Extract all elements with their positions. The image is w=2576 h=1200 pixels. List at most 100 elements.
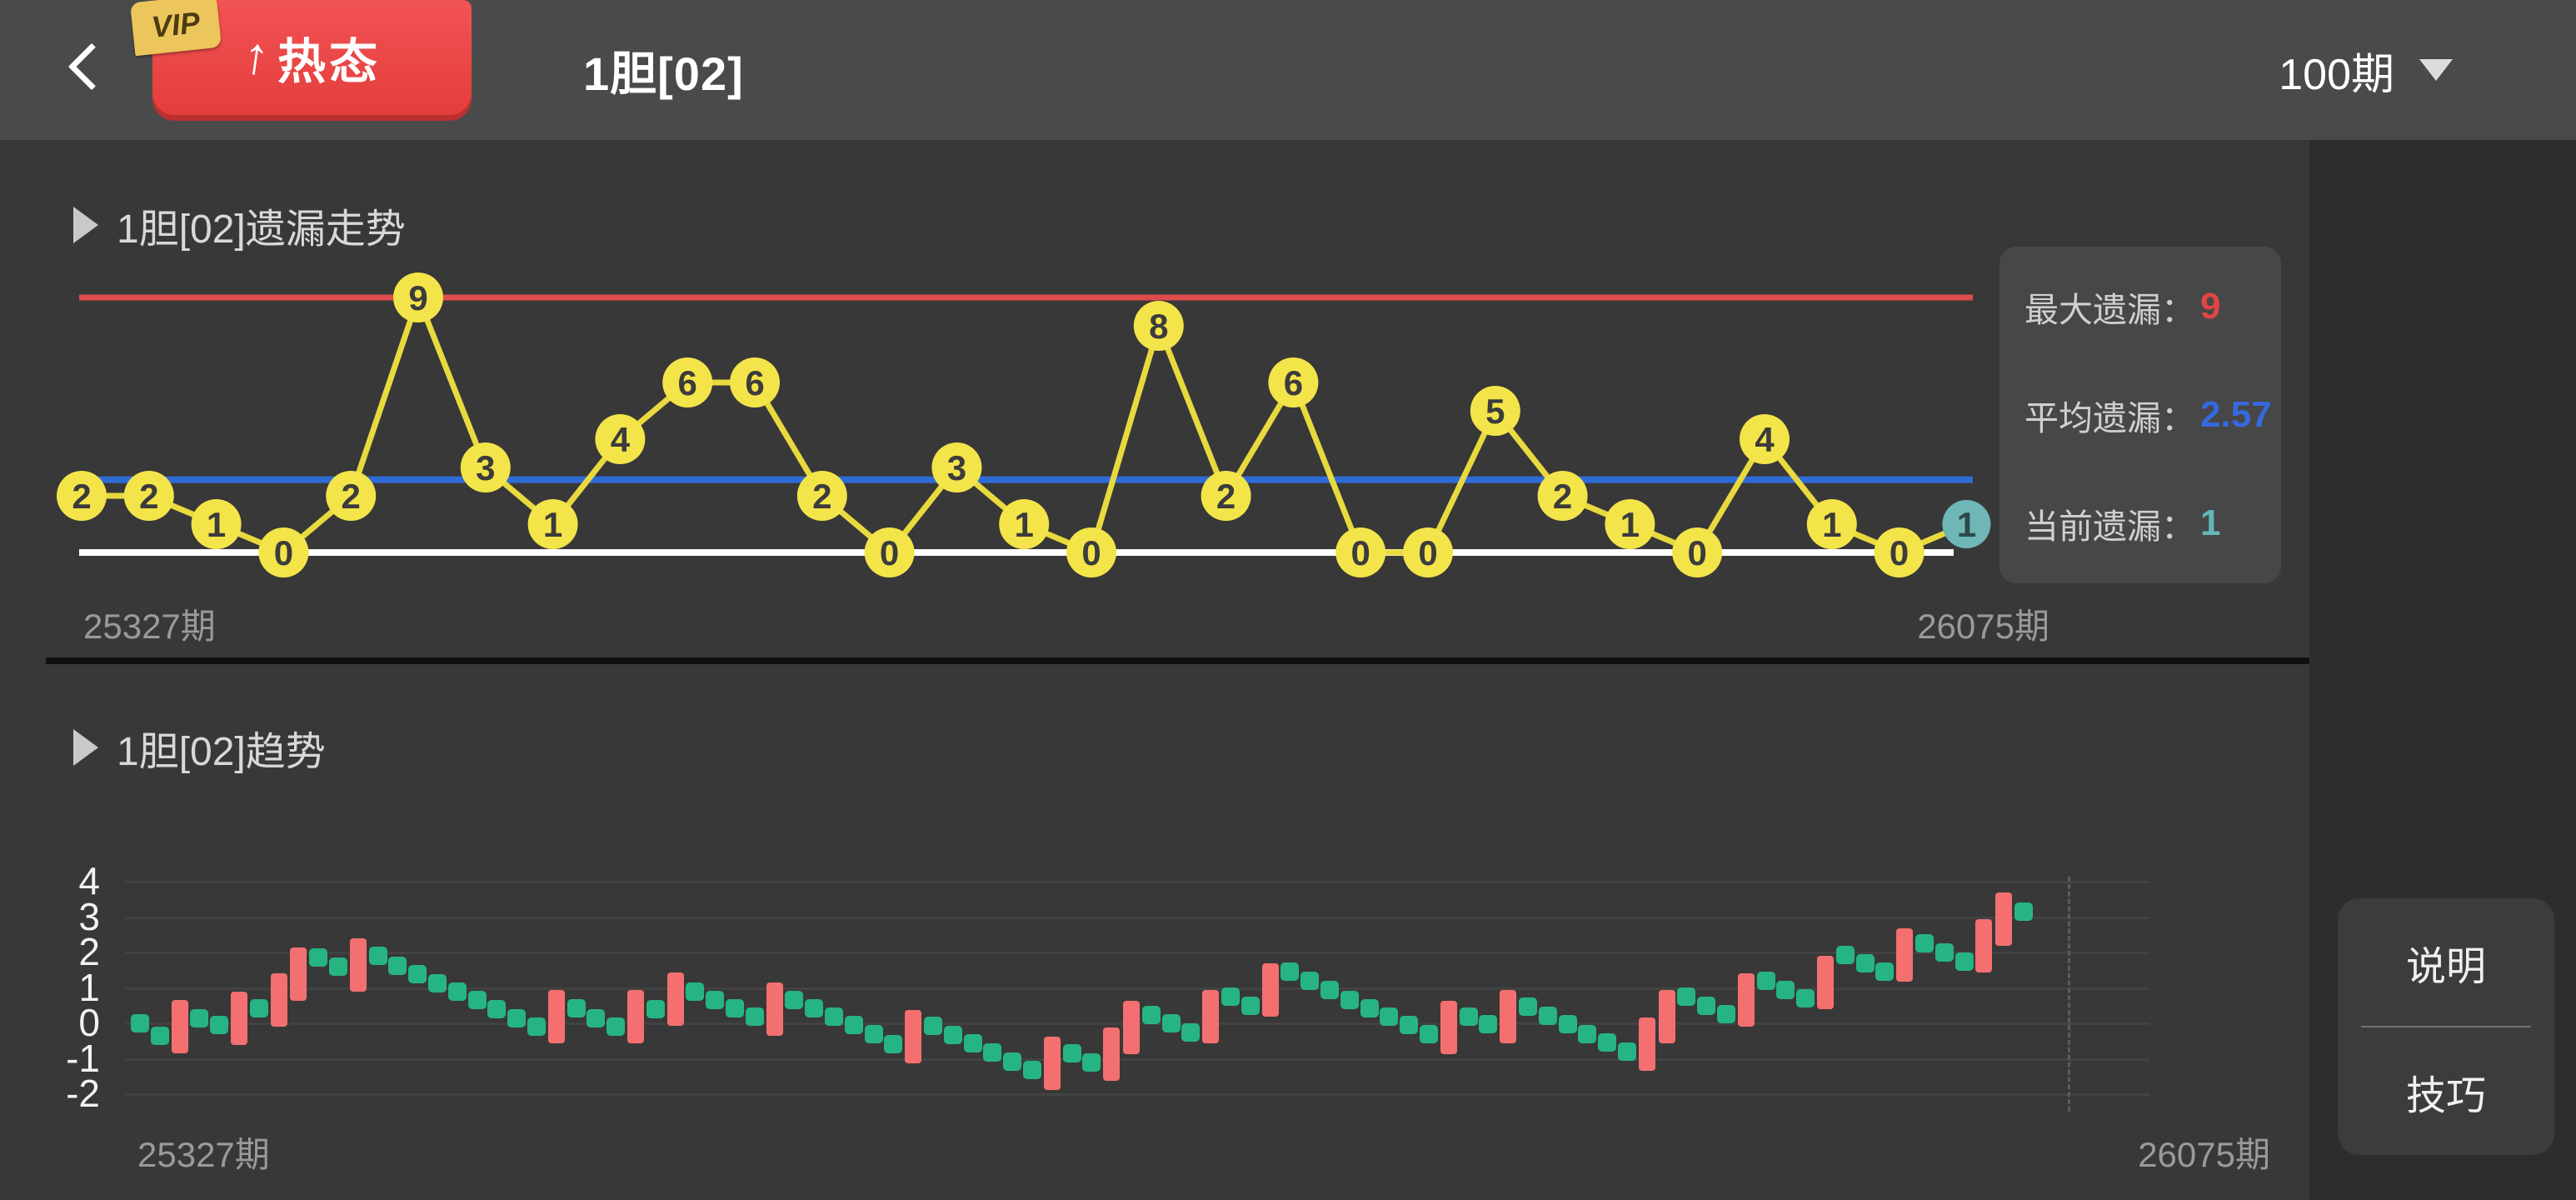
y-tick-label: 2	[78, 930, 100, 973]
trend-dot	[527, 1018, 546, 1037]
y-tick-label: -1	[66, 1036, 100, 1080]
omission-section-header[interactable]: 1胆[02]遗漏走势	[73, 196, 406, 254]
trend-dot	[487, 1000, 507, 1018]
trend-bar	[905, 1010, 922, 1064]
trend-x-start-label: 25327期	[137, 1135, 270, 1174]
gridline	[125, 881, 2149, 883]
gridline	[125, 987, 2149, 990]
trend-dot	[1618, 1042, 1636, 1061]
trend-dot	[1538, 1006, 1557, 1025]
trend-bar	[1975, 918, 1993, 972]
trend-dot	[745, 1007, 764, 1026]
trend-dot	[1796, 989, 1815, 1008]
stat-value: 2.57	[2200, 394, 2272, 435]
trend-bar	[1658, 990, 1675, 1044]
trend-dot	[507, 1008, 527, 1028]
trend-bar	[1103, 1028, 1121, 1082]
trend-dot	[210, 1016, 229, 1035]
trend-bar	[1638, 1017, 1655, 1071]
trend-dot	[726, 999, 744, 1018]
trend-dot	[1677, 988, 1696, 1007]
trend-dot	[1360, 998, 1379, 1018]
trend-dot	[1161, 1014, 1181, 1032]
trend-dot	[1934, 943, 1954, 962]
trend-dot	[924, 1017, 942, 1036]
trend-dot	[805, 999, 824, 1018]
trend-dot	[825, 1007, 843, 1026]
trend-dot	[1697, 996, 1716, 1015]
trend-dot	[368, 947, 387, 966]
trend-dot	[864, 1024, 883, 1043]
page-title: 1胆[02]	[583, 47, 744, 100]
trend-dot	[447, 982, 467, 1001]
gridline	[125, 1093, 2149, 1096]
trend-dot	[1835, 945, 1855, 964]
trend-dot	[567, 998, 586, 1018]
trend-dot	[587, 1008, 606, 1028]
trend-bar	[1737, 973, 1755, 1028]
trend-dot	[1221, 988, 1240, 1007]
period-selector-label: 100期	[2279, 50, 2394, 99]
vip-tag-label: VIP	[149, 5, 202, 44]
trend-dot	[1320, 980, 1339, 999]
trend-bar	[627, 990, 644, 1044]
trend-dot	[1598, 1033, 1617, 1052]
trend-section-header[interactable]: 1胆[02]趋势	[73, 718, 326, 777]
trend-bar	[1440, 1001, 1457, 1055]
trend-dot	[1340, 991, 1359, 1010]
y-tick-label: 0	[78, 1001, 100, 1044]
hot-state-badge[interactable]: VIP ↑ 热态	[129, 0, 472, 115]
period-selector[interactable]: 100期	[2279, 0, 2453, 140]
stat-label: 当前遗漏：	[2024, 508, 2195, 546]
trend-dot	[1875, 962, 1895, 982]
trend-bar	[666, 972, 684, 1027]
trend-bar	[1500, 990, 1517, 1044]
trend-dot	[309, 948, 328, 968]
trend-dot	[1281, 962, 1300, 982]
y-tick-label: 1	[78, 965, 100, 1009]
trend-bar	[1043, 1036, 1061, 1090]
trend-dot	[1756, 972, 1775, 990]
trend-bar	[231, 991, 247, 1045]
trend-dot	[983, 1042, 1002, 1062]
triangle-right-icon	[73, 729, 98, 766]
trend-dot	[388, 957, 407, 976]
trend-dot	[1717, 1005, 1735, 1024]
trend-dot	[1558, 1014, 1577, 1033]
trend-dot	[844, 1016, 863, 1035]
current-period-cursor	[2068, 877, 2070, 1112]
trend-dot	[1578, 1024, 1597, 1043]
trend-bar	[270, 973, 287, 1028]
trend-dot	[1141, 1006, 1161, 1025]
trend-header-text: 1胆[02]趋势	[117, 730, 326, 774]
back-button[interactable]	[60, 35, 118, 105]
trend-bar	[290, 947, 307, 1001]
tips-button[interactable]: 技巧	[2361, 1026, 2531, 1155]
trend-dot	[329, 958, 347, 976]
y-tick-label: -2	[66, 1072, 100, 1115]
stat-value: 9	[2200, 286, 2221, 327]
trend-dot	[1954, 952, 1974, 971]
gridline	[125, 916, 2149, 919]
trend-bar	[349, 938, 367, 992]
trend-dot	[428, 974, 447, 993]
trend-dot	[1400, 1016, 1419, 1035]
trend-dot	[963, 1033, 982, 1052]
stat-label: 平均遗漏：	[2024, 399, 2195, 438]
trend-dot	[884, 1034, 903, 1053]
trend-dot	[1459, 1007, 1478, 1026]
trend-dot	[249, 999, 268, 1018]
trend-dot	[1062, 1044, 1081, 1063]
top-bar: VIP ↑ 热态 1胆[02] 100期	[0, 0, 2576, 140]
gridline	[125, 1058, 2149, 1061]
trend-dot	[190, 1008, 209, 1028]
stat-row: 当前遗漏： 1	[2024, 498, 2281, 548]
trend-dot	[1519, 997, 1537, 1016]
explain-button[interactable]: 说明	[2405, 944, 2486, 989]
omission-x-start-label: 25327期	[83, 607, 216, 646]
trend-dot	[607, 1018, 626, 1037]
trend-dot	[131, 1014, 149, 1032]
trend-dot	[706, 991, 725, 1010]
stat-value: 1	[2200, 502, 2221, 543]
